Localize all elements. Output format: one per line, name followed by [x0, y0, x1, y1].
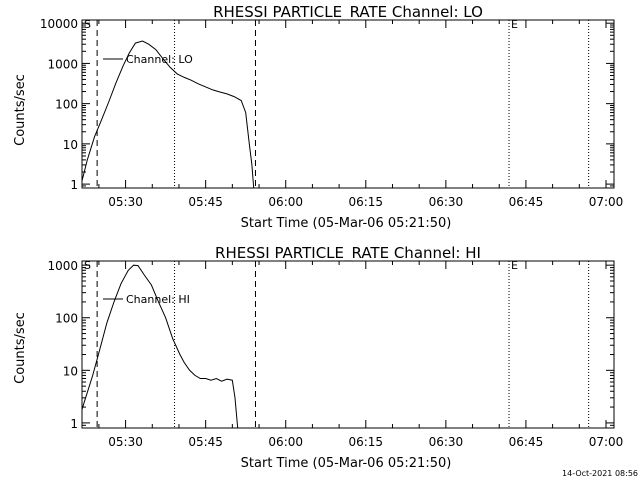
chart-title-lo: RHESSI PARTICLE_RATE Channel: LO — [213, 3, 483, 22]
time-marker-label: E — [511, 18, 518, 31]
x-tick-label: 05:30 — [108, 435, 143, 449]
chart-title-hi: RHESSI PARTICLE_RATE Channel: HI — [215, 244, 481, 263]
x-tick-label: 06:15 — [348, 435, 383, 449]
x-tick-label: 06:30 — [429, 435, 464, 449]
x-tick-label: 07:00 — [589, 195, 624, 209]
x-tick-label: 05:45 — [188, 435, 223, 449]
time-marker-label: E — [511, 259, 518, 272]
y-tick-label: 1000 — [47, 57, 78, 71]
x-tick-label: 05:45 — [188, 195, 223, 209]
y-axis-label-lo: Counts/sec — [13, 74, 28, 146]
x-axis-label-lo: Start Time (05-Mar-06 05:21:50) — [241, 216, 452, 231]
x-tick-label: 06:30 — [429, 195, 464, 209]
data-line — [81, 264, 239, 429]
x-tick-label: 06:45 — [509, 195, 544, 209]
x-axis-label-hi: Start Time (05-Mar-06 05:21:50) — [241, 456, 452, 471]
y-tick-label: 10 — [63, 138, 78, 152]
y-tick-label: 100 — [55, 312, 78, 326]
x-tick-label: 06:00 — [268, 195, 303, 209]
time-marker-label: S — [84, 18, 91, 31]
y-tick-label: 100 — [55, 98, 78, 112]
data-line — [81, 40, 255, 189]
legend-label-lo: Channel: LO — [126, 53, 193, 66]
x-tick-label: 07:00 — [589, 435, 624, 449]
y-tick-label: 1 — [70, 178, 78, 192]
y-tick-label: 1 — [70, 417, 78, 431]
y-axis-label-hi: Counts/sec — [13, 312, 28, 384]
plot-frame — [81, 260, 615, 429]
x-tick-label: 05:30 — [108, 195, 143, 209]
plot-frame — [81, 19, 615, 189]
y-tick-label: 10000 — [40, 17, 78, 31]
y-tick-label: 1000 — [47, 259, 78, 273]
x-tick-label: 06:45 — [509, 435, 544, 449]
x-tick-label: 06:15 — [348, 195, 383, 209]
x-tick-label: 06:00 — [268, 435, 303, 449]
footer-timestamp: 14-Oct-2021 08:56 — [562, 469, 638, 478]
panel-channel-hi: RHESSI PARTICLE_RATE Channel: HI Start T… — [13, 244, 623, 471]
panel-channel-lo: RHESSI PARTICLE_RATE Channel: LO Start T… — [13, 3, 623, 231]
y-tick-label: 10 — [63, 364, 78, 378]
